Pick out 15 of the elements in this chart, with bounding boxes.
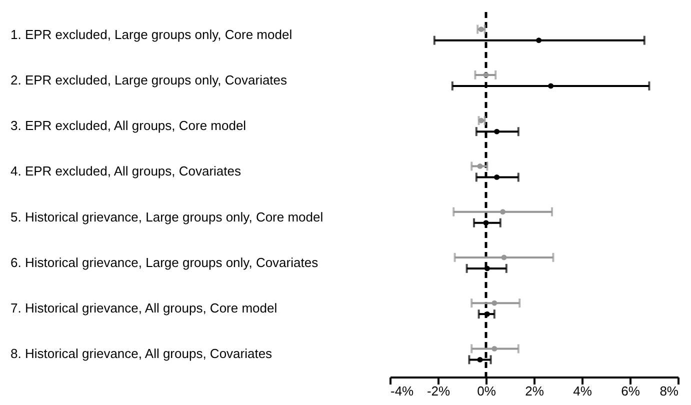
x-tick-label: -4% xyxy=(390,384,414,398)
y-tick-label: 4. EPR excluded, All groups, Covariates xyxy=(10,164,242,179)
x-tick-label: 2% xyxy=(525,384,544,398)
x-tick-label: 8% xyxy=(660,384,679,398)
x-tick-label: 4% xyxy=(573,384,592,398)
y-tick-label: 6. Historical grievance, Large groups only, Covariates xyxy=(10,254,319,270)
x-tick-label: -2% xyxy=(426,384,450,398)
y-tick-label: 2. EPR excluded, Large groups only, Covariates xyxy=(10,72,288,88)
y-tick-label: 5. Historical grievance, Large groups only, Core model xyxy=(10,209,324,224)
x-tick-label: 0% xyxy=(477,384,496,398)
y-tick-label: 7. Historical grievance, All groups, Core model xyxy=(10,300,278,316)
x-tick-label: 6% xyxy=(621,384,640,398)
y-tick-label: 8. Historical grievance, All groups, Covariates xyxy=(10,346,273,362)
y-tick-label: 3. EPR excluded, All groups, Core model xyxy=(10,118,246,134)
y-tick-label: 1. EPR excluded, Large groups only, Core model xyxy=(10,26,292,42)
